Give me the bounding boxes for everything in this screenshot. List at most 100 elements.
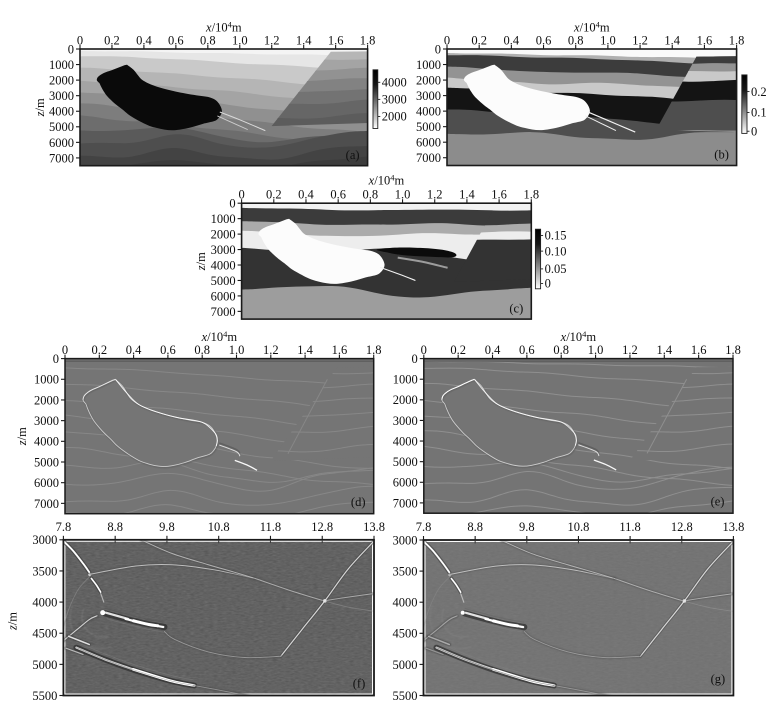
svg-text:0.8: 0.8	[568, 34, 584, 48]
svg-text:1000: 1000	[211, 212, 236, 226]
svg-text:2000: 2000	[416, 73, 441, 87]
svg-text:1.0: 1.0	[232, 34, 248, 48]
svg-text:0.4: 0.4	[136, 34, 152, 48]
svg-text:0: 0	[77, 34, 83, 48]
svg-text:12.8: 12.8	[671, 520, 693, 534]
svg-text:(g): (g)	[711, 672, 726, 686]
svg-text:1.6: 1.6	[332, 343, 348, 357]
svg-text:z/m: z/m	[194, 252, 208, 271]
svg-text:0.4: 0.4	[126, 343, 142, 357]
svg-text:0.1: 0.1	[751, 106, 767, 120]
svg-text:7.8: 7.8	[416, 520, 432, 534]
svg-text:4000: 4000	[416, 105, 441, 119]
svg-text:x/104m: x/104m	[573, 20, 610, 35]
svg-text:12.8: 12.8	[311, 520, 333, 534]
svg-text:1.4: 1.4	[459, 188, 475, 202]
svg-text:4000: 4000	[32, 595, 57, 609]
svg-text:1000: 1000	[49, 58, 74, 72]
svg-text:4000: 4000	[393, 434, 418, 448]
svg-text:6000: 6000	[416, 136, 441, 150]
svg-text:1.2: 1.2	[632, 34, 648, 48]
svg-text:5500: 5500	[32, 689, 57, 703]
svg-text:4000: 4000	[211, 258, 236, 272]
svg-text:9.8: 9.8	[159, 520, 175, 534]
svg-text:5500: 5500	[393, 689, 418, 703]
svg-text:7000: 7000	[416, 151, 441, 165]
svg-text:1.4: 1.4	[664, 34, 680, 48]
svg-text:5000: 5000	[393, 658, 418, 672]
svg-text:6000: 6000	[49, 136, 74, 150]
svg-text:3000: 3000	[34, 414, 59, 428]
svg-text:10.8: 10.8	[568, 520, 590, 534]
svg-text:1000: 1000	[34, 373, 59, 387]
svg-text:1.6: 1.6	[691, 343, 707, 357]
svg-text:4000: 4000	[382, 76, 407, 90]
svg-text:0: 0	[435, 42, 441, 56]
svg-text:5000: 5000	[416, 120, 441, 134]
svg-text:7.8: 7.8	[56, 520, 72, 534]
svg-text:10.8: 10.8	[208, 520, 230, 534]
svg-text:2000: 2000	[382, 110, 407, 124]
svg-text:0.2: 0.2	[104, 34, 120, 48]
svg-text:1.0: 1.0	[395, 188, 411, 202]
svg-text:0: 0	[68, 42, 74, 56]
svg-text:13.8: 13.8	[363, 520, 385, 534]
svg-text:2000: 2000	[34, 393, 59, 407]
svg-text:x/104m: x/104m	[205, 20, 242, 35]
svg-text:11.8: 11.8	[260, 520, 281, 534]
svg-text:0: 0	[444, 34, 450, 48]
svg-text:0: 0	[545, 277, 551, 291]
svg-text:7000: 7000	[211, 305, 236, 319]
svg-text:1.0: 1.0	[229, 343, 245, 357]
svg-text:0.4: 0.4	[298, 188, 314, 202]
svg-text:0.2: 0.2	[91, 343, 107, 357]
svg-text:1.4: 1.4	[656, 343, 672, 357]
svg-text:0: 0	[238, 188, 244, 202]
svg-text:3000: 3000	[416, 89, 441, 103]
svg-text:0.6: 0.6	[519, 343, 535, 357]
svg-text:2000: 2000	[393, 393, 418, 407]
svg-text:1.8: 1.8	[729, 34, 745, 48]
svg-text:7000: 7000	[393, 496, 418, 510]
svg-text:2000: 2000	[49, 74, 74, 88]
svg-text:(c): (c)	[509, 301, 523, 315]
svg-text:1.8: 1.8	[366, 343, 382, 357]
svg-text:4500: 4500	[393, 627, 418, 641]
svg-text:1.2: 1.2	[427, 188, 443, 202]
svg-text:0.2: 0.2	[450, 343, 466, 357]
svg-text:0: 0	[421, 343, 427, 357]
svg-text:3000: 3000	[32, 533, 57, 547]
svg-text:7000: 7000	[49, 151, 74, 165]
svg-text:(b): (b)	[714, 148, 729, 162]
svg-text:3000: 3000	[393, 533, 418, 547]
svg-text:1.6: 1.6	[697, 34, 713, 48]
svg-text:1.8: 1.8	[725, 343, 741, 357]
svg-text:(d): (d)	[351, 495, 366, 509]
svg-text:0.05: 0.05	[545, 262, 567, 276]
svg-text:3500: 3500	[32, 564, 57, 578]
svg-text:1.6: 1.6	[328, 34, 344, 48]
svg-text:1.8: 1.8	[523, 188, 539, 202]
svg-text:0: 0	[751, 124, 757, 138]
svg-text:4000: 4000	[393, 596, 418, 610]
svg-text:8.8: 8.8	[107, 520, 123, 534]
svg-text:(f): (f)	[353, 677, 366, 691]
svg-text:z/m: z/m	[15, 427, 29, 446]
svg-text:1.4: 1.4	[297, 343, 313, 357]
svg-text:1000: 1000	[393, 373, 418, 387]
svg-text:1.2: 1.2	[622, 343, 638, 357]
svg-text:(a): (a)	[346, 148, 360, 162]
svg-text:0.8: 0.8	[363, 188, 379, 202]
svg-text:6000: 6000	[393, 476, 418, 490]
svg-text:6000: 6000	[211, 289, 236, 303]
svg-text:0: 0	[229, 197, 235, 211]
svg-text:0.10: 0.10	[545, 244, 567, 258]
svg-text:0.4: 0.4	[504, 34, 520, 48]
svg-text:6000: 6000	[34, 476, 59, 490]
svg-text:1.4: 1.4	[296, 34, 312, 48]
svg-text:1.8: 1.8	[360, 34, 376, 48]
svg-text:z/m: z/m	[33, 98, 47, 117]
svg-text:5000: 5000	[211, 274, 236, 288]
svg-text:3000: 3000	[382, 93, 407, 107]
svg-text:8.8: 8.8	[467, 520, 483, 534]
